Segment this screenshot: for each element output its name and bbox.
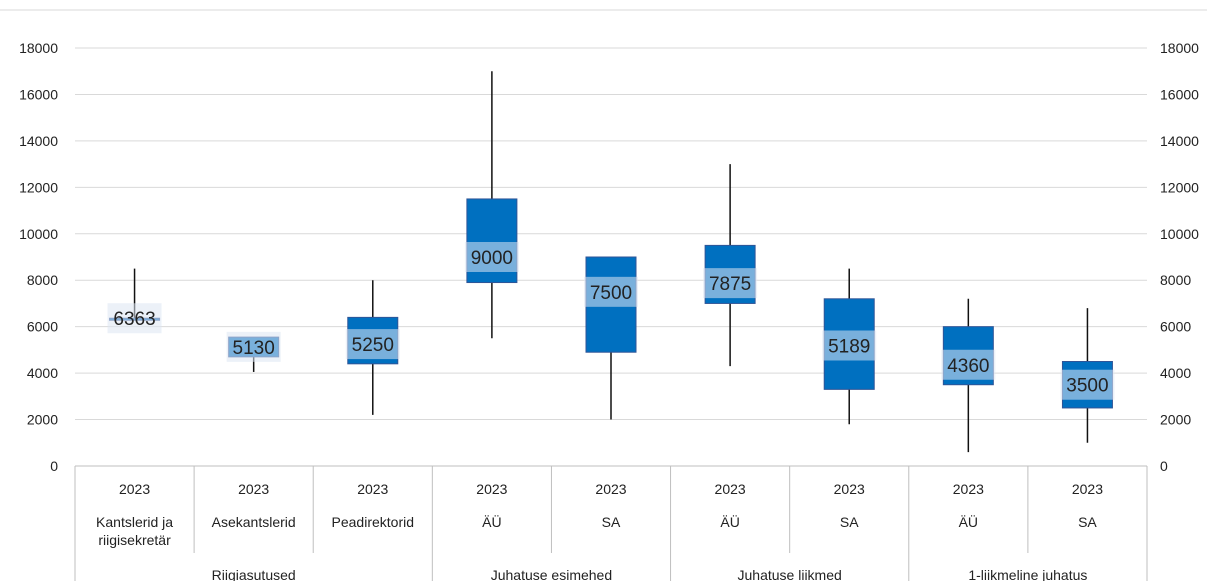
y-tick-label-left: 2000 bbox=[27, 412, 58, 428]
median-label: 9000 bbox=[471, 248, 513, 269]
category-year-label: 2023 bbox=[595, 481, 626, 497]
category-year-label: 2023 bbox=[834, 481, 865, 497]
median-label: 7875 bbox=[709, 274, 751, 295]
median-label: 5130 bbox=[233, 338, 275, 359]
category-label: SA bbox=[840, 514, 859, 530]
median-label: 7500 bbox=[590, 283, 632, 304]
y-tick-label-right: 16000 bbox=[1160, 86, 1199, 102]
y-tick-label-left: 12000 bbox=[19, 179, 58, 195]
group-label: Riigiasutused bbox=[212, 567, 296, 581]
category-label: ÄÜ bbox=[959, 513, 978, 530]
category-year-label: 2023 bbox=[715, 481, 746, 497]
y-tick-label-left: 6000 bbox=[27, 319, 58, 335]
category-label: Asekantslerid bbox=[212, 514, 296, 530]
y-tick-label-left: 16000 bbox=[19, 86, 58, 102]
median-label-bg bbox=[703, 268, 758, 299]
y-tick-label-right: 6000 bbox=[1160, 319, 1191, 335]
median-label-bg bbox=[226, 331, 281, 362]
median-label: 3500 bbox=[1066, 376, 1108, 397]
median-label-bg bbox=[345, 329, 400, 360]
y-tick-label-left: 4000 bbox=[27, 365, 58, 381]
median-label-bg bbox=[107, 303, 162, 334]
y-tick-label-right: 12000 bbox=[1160, 179, 1199, 195]
median-label: 6363 bbox=[113, 309, 155, 330]
category-label: Kantslerid ja bbox=[96, 514, 173, 530]
group-label: Juhatuse liikmed bbox=[738, 567, 842, 581]
category-year-label: 2023 bbox=[119, 481, 150, 497]
median-label-bg bbox=[464, 242, 519, 272]
median-label: 5250 bbox=[352, 335, 394, 356]
category-year-label: 2023 bbox=[1072, 481, 1103, 497]
category-year-label: 2023 bbox=[476, 481, 507, 497]
category-label: Peadirektorid bbox=[332, 514, 415, 530]
category-label: ÄÜ bbox=[720, 513, 739, 530]
category-year-label: 2023 bbox=[357, 481, 388, 497]
category-label: SA bbox=[1078, 514, 1097, 530]
median-label-bg bbox=[822, 330, 877, 361]
y-tick-label-right: 18000 bbox=[1160, 40, 1199, 56]
category-label: ÄÜ bbox=[482, 513, 501, 530]
y-tick-label-left: 8000 bbox=[27, 272, 58, 288]
median-label-bg bbox=[941, 349, 996, 380]
y-tick-label-left: 10000 bbox=[19, 226, 58, 242]
group-label: 1-liikmeline juhatus bbox=[968, 567, 1087, 581]
median-label-bg bbox=[1060, 369, 1115, 400]
median-label-bg bbox=[584, 276, 638, 307]
y-tick-label-right: 0 bbox=[1160, 458, 1168, 474]
group-label: Juhatuse esimehed bbox=[491, 567, 612, 581]
category-year-label: 2023 bbox=[238, 481, 269, 497]
y-tick-label-right: 4000 bbox=[1160, 365, 1191, 381]
category-year-label: 2023 bbox=[953, 481, 984, 497]
y-tick-label-left: 0 bbox=[50, 458, 58, 474]
y-tick-label-left: 14000 bbox=[19, 133, 58, 149]
y-tick-label-right: 14000 bbox=[1160, 133, 1199, 149]
median-label: 5189 bbox=[828, 336, 870, 357]
category-label: SA bbox=[602, 514, 621, 530]
y-tick-label-left: 18000 bbox=[19, 40, 58, 56]
y-tick-label-right: 2000 bbox=[1160, 412, 1191, 428]
y-tick-label-right: 10000 bbox=[1160, 226, 1199, 242]
category-label: riigisekretär bbox=[98, 532, 171, 548]
median-label: 4360 bbox=[947, 356, 989, 377]
y-tick-label-right: 8000 bbox=[1160, 272, 1191, 288]
